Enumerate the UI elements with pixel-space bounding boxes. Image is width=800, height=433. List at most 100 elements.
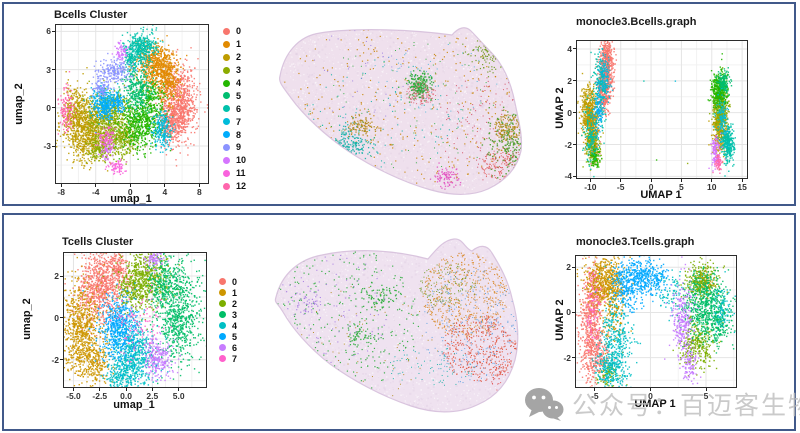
x-tick-mark	[594, 388, 596, 391]
y-tick-mark	[573, 48, 576, 50]
legend-item: 12	[223, 180, 246, 193]
scatter-canvas	[56, 25, 208, 183]
y-tick-label: 0	[567, 107, 572, 118]
y-tick-label: 2	[54, 271, 59, 282]
y-tick-mark	[572, 357, 575, 359]
cluster-legend: 0 1 2 3 4 5 6 7 8 9 10 11 12	[223, 25, 246, 193]
legend-label: 5	[236, 90, 242, 101]
legend-color-dot	[219, 278, 226, 285]
legend-item: 7	[219, 353, 237, 364]
legend-color-dot	[219, 344, 226, 351]
legend-color-dot	[219, 311, 226, 318]
y-tick-label: 0	[566, 307, 571, 318]
x-tick-mark	[60, 184, 62, 187]
x-axis-label: UMAP 1	[640, 189, 682, 201]
x-tick-mark	[705, 388, 707, 391]
x-tick-label: 15	[737, 182, 747, 192]
y-tick-mark	[60, 275, 63, 277]
legend-color-dot	[223, 169, 230, 177]
y-tick-mark	[52, 145, 55, 147]
y-tick-label: -2	[564, 139, 572, 150]
y-tick-mark	[573, 144, 576, 146]
legend-label: 6	[236, 103, 242, 114]
y-tick-label: 3	[46, 64, 51, 75]
x-tick-label: 2.5	[146, 391, 159, 401]
x-tick-mark	[680, 179, 682, 182]
legend-label: 0	[236, 26, 242, 37]
y-tick-label: 2	[567, 75, 572, 86]
legend-label: 7	[236, 116, 242, 127]
legend-item: 2	[219, 298, 237, 309]
y-tick-label: -4	[564, 171, 572, 182]
chart-title: Tcells Cluster	[62, 236, 134, 248]
legend-item: 10	[223, 154, 246, 167]
monocle3-tcells-chart: monocle3.Tcells.graph UMAP 2 UMAP 1 -5 0 5…	[549, 215, 794, 427]
legend-color-dot	[223, 182, 230, 190]
bcells-spatial-image	[266, 10, 548, 200]
scatter-canvas	[576, 256, 736, 387]
x-tick-label: -2.5	[92, 391, 108, 401]
y-tick-mark	[52, 107, 55, 109]
legend-label: 2	[232, 298, 238, 309]
legend-color-dot	[219, 289, 226, 296]
x-tick-label: -8	[57, 187, 65, 197]
legend-color-dot	[219, 333, 226, 340]
y-tick-mark	[60, 317, 63, 319]
legend-label: 3	[232, 309, 238, 320]
x-tick-mark	[620, 179, 622, 182]
y-tick-mark	[60, 359, 63, 361]
y-tick-mark	[573, 80, 576, 82]
legend-label: 4	[236, 78, 242, 88]
y-axis-label: umap_2	[21, 298, 33, 340]
y-axis-label: UMAP 2	[554, 87, 566, 129]
legend-label: 10	[236, 155, 247, 166]
y-tick-mark	[52, 30, 55, 32]
legend-label: 0	[232, 276, 238, 287]
legend-color-dot	[223, 92, 230, 100]
legend-item: 0	[223, 25, 246, 38]
y-tick-label: -2	[51, 354, 59, 365]
plot-panel	[55, 24, 209, 184]
legend-color-dot	[223, 156, 230, 164]
legend-label: 4	[232, 320, 238, 331]
legend-color-dot	[223, 143, 230, 151]
legend-color-dot	[223, 118, 230, 126]
plot-panel	[63, 252, 207, 388]
y-tick-mark	[572, 311, 575, 313]
y-tick-label: 4	[567, 43, 572, 54]
x-tick-mark	[711, 179, 713, 182]
x-tick-label: 10	[707, 182, 717, 192]
legend-label: 1	[236, 39, 242, 50]
x-tick-mark	[129, 184, 131, 187]
legend-item: 7	[223, 115, 246, 128]
x-tick-label: -4	[91, 187, 100, 197]
tissue-canvas	[266, 10, 548, 200]
chart-title: Bcells Cluster	[54, 9, 128, 21]
legend-color-dot	[223, 131, 230, 139]
legend-color-dot	[219, 300, 226, 307]
x-tick-label: 5	[703, 391, 709, 401]
x-tick-mark	[99, 388, 101, 391]
legend-label: 3	[236, 65, 242, 76]
legend-item: 1	[223, 38, 246, 51]
legend-item: 3	[223, 64, 246, 77]
legend-color-dot	[219, 322, 226, 329]
legend-item: 1	[219, 287, 237, 298]
x-tick-label: 8	[196, 187, 202, 197]
y-tick-mark	[572, 266, 575, 268]
y-tick-label: 6	[46, 26, 51, 37]
legend-color-dot	[223, 40, 230, 48]
tissue-canvas	[260, 227, 545, 423]
y-tick-mark	[573, 112, 576, 114]
scatter-canvas	[64, 253, 206, 387]
x-tick-label: 5.0	[172, 391, 185, 401]
tcells-spatial-image	[260, 227, 545, 423]
legend-label: 6	[232, 342, 238, 353]
legend-label: 8	[236, 129, 242, 140]
legend-item: 4	[223, 77, 246, 90]
